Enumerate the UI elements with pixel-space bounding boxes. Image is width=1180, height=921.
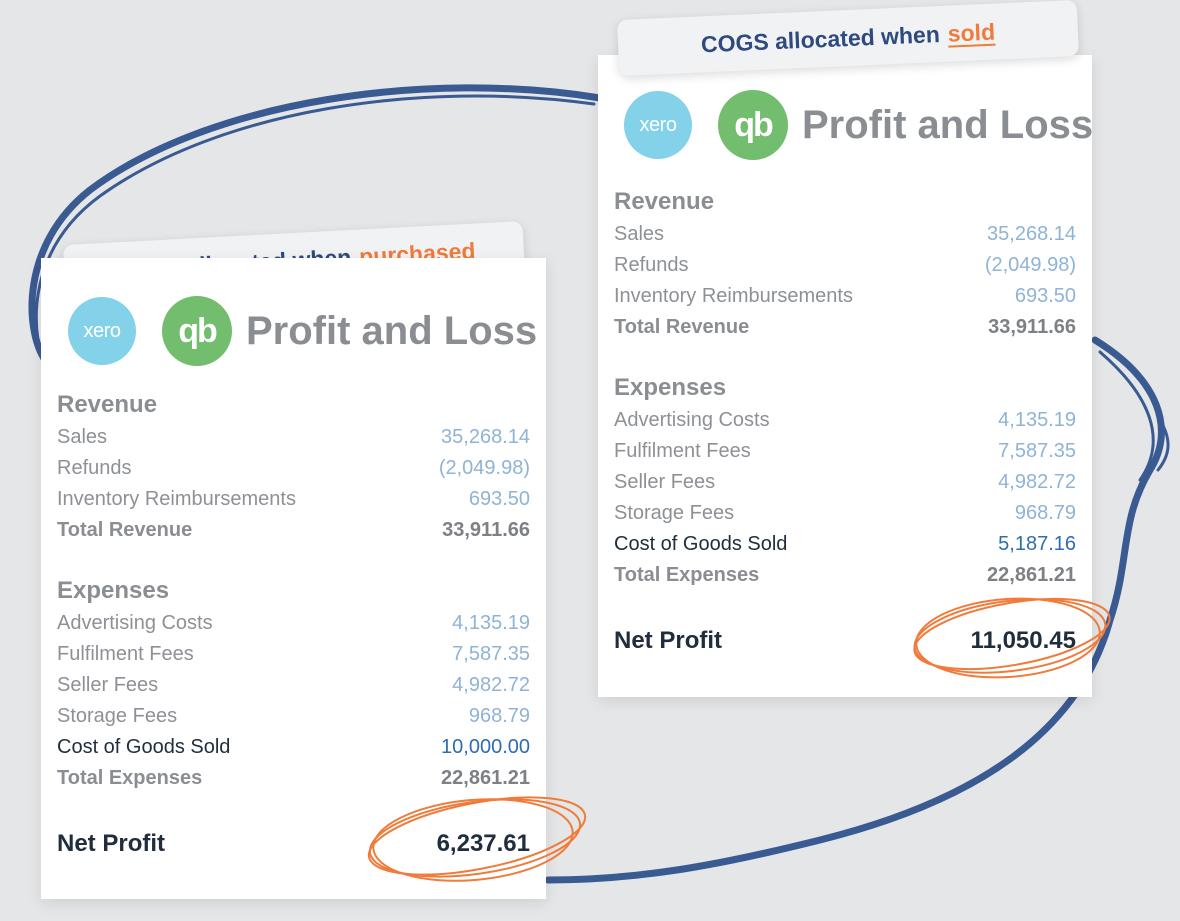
expenses-header: Expenses	[614, 374, 727, 401]
expenses-header: Expenses	[57, 577, 170, 604]
report-rows: Revenue Sales 35,268.14 Refunds (2,049.98)…	[614, 185, 1076, 661]
row-storage-fees: Storage Fees 968.79	[57, 705, 530, 727]
card-header: xero qb Profit and Loss	[624, 90, 1093, 160]
row-total-expenses: Total Expenses 22,861.21	[57, 767, 530, 789]
row-total-revenue: Total Revenue 33,911.66	[614, 316, 1076, 338]
row-sales: Sales 35,268.14	[57, 426, 530, 448]
row-cost-of-goods-sold: Cost of Goods Sold 5,187.16	[614, 533, 1076, 555]
row-fulfilment-fees: Fulfilment Fees 7,587.35	[57, 643, 530, 665]
row-net-profit: Net Profit 6,237.61	[57, 830, 530, 857]
row-net-profit: Net Profit 11,050.45	[614, 627, 1076, 654]
profit-loss-card-sold: xero qb Profit and Loss Revenue Sales 35,…	[598, 55, 1093, 697]
row-advertising-costs: Advertising Costs 4,135.19	[57, 612, 530, 634]
row-seller-fees: Seller Fees 4,982.72	[57, 674, 530, 696]
row-seller-fees: Seller Fees 4,982.72	[614, 471, 1076, 493]
row-sales: Sales 35,268.14	[614, 223, 1076, 245]
tag-highlight: sold	[947, 18, 996, 47]
row-inventory-reimbursements: Inventory Reimbursements 693.50	[57, 488, 530, 510]
card-title: Profit and Loss	[246, 308, 538, 353]
xero-logo-icon: xero	[624, 91, 692, 159]
row-fulfilment-fees: Fulfilment Fees 7,587.35	[614, 440, 1076, 462]
card-header: xero qb Profit and Loss	[68, 296, 537, 366]
row-advertising-costs: Advertising Costs 4,135.19	[614, 409, 1076, 431]
row-total-revenue: Total Revenue 33,911.66	[57, 519, 530, 541]
profit-loss-card-purchased: xero qb Profit and Loss Revenue Sales 35,…	[41, 258, 546, 899]
card-title: Profit and Loss	[802, 102, 1094, 147]
quickbooks-logo-icon: qb	[162, 296, 232, 366]
tag-prefix: COGS allocated when	[700, 20, 941, 57]
xero-logo-icon: xero	[68, 297, 136, 365]
row-cost-of-goods-sold: Cost of Goods Sold 10,000.00	[57, 736, 530, 758]
row-refunds: Refunds (2,049.98)	[614, 254, 1076, 276]
revenue-header: Revenue	[57, 391, 158, 418]
row-inventory-reimbursements: Inventory Reimbursements 693.50	[614, 285, 1076, 307]
row-storage-fees: Storage Fees 968.79	[614, 502, 1076, 524]
revenue-header: Revenue	[614, 188, 715, 215]
report-rows: Revenue Sales 35,268.14 Refunds (2,049.98)…	[57, 388, 530, 864]
row-refunds: Refunds (2,049.98)	[57, 457, 530, 479]
row-total-expenses: Total Expenses 22,861.21	[614, 564, 1076, 586]
quickbooks-logo-icon: qb	[718, 90, 788, 160]
